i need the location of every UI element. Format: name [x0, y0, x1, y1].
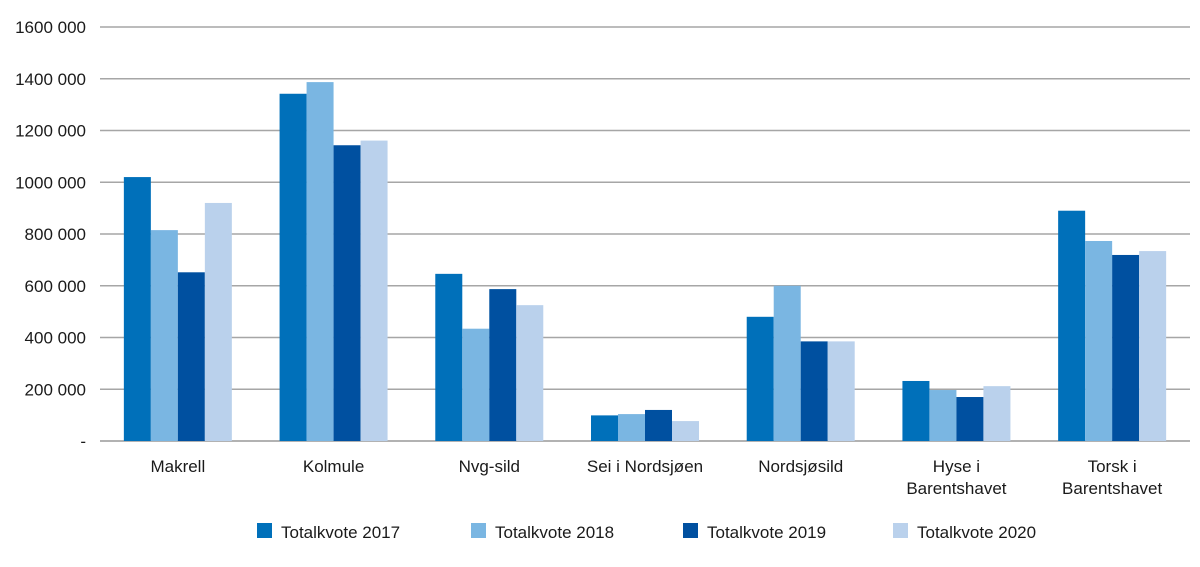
bar	[306, 82, 334, 442]
x-tick-label: Sei i Nordsjøen	[587, 457, 703, 476]
bar	[279, 93, 307, 441]
x-tick-label: Barentshavet	[1062, 479, 1162, 498]
legend-swatch	[257, 523, 272, 538]
bar	[462, 328, 490, 441]
bar	[800, 341, 828, 441]
bar	[489, 289, 517, 441]
x-tick-label: Barentshavet	[906, 479, 1006, 498]
legend-swatch	[893, 523, 908, 538]
bar	[1058, 210, 1086, 441]
y-tick-label: 400 000	[25, 329, 86, 348]
bar	[435, 273, 463, 441]
legend-label: Totalkvote 2019	[707, 523, 826, 542]
legend-label: Totalkvote 2017	[281, 523, 400, 542]
bar	[773, 285, 801, 441]
y-tick-label: 200 000	[25, 380, 86, 399]
bar	[929, 390, 957, 441]
bar	[516, 305, 544, 441]
bar	[360, 140, 388, 441]
x-axis: Makrell Kolmule Nvg-sild Sei i Nordsjøen Nor…	[150, 457, 1162, 498]
y-axis: - 200 000 400 000 600 000 800 000 1000 000 120…	[15, 18, 86, 451]
y-tick-label: 600 000	[25, 277, 86, 296]
bar	[645, 409, 672, 441]
bar	[956, 397, 984, 441]
legend: Totalkvote 2017 Totalkvote 2018 Totalkvote…	[257, 523, 1036, 542]
legend-swatch	[471, 523, 486, 538]
bar	[1112, 254, 1140, 441]
y-tick-label: 1600 000	[15, 18, 86, 37]
y-tick-label: -	[80, 432, 86, 451]
legend-label: Totalkvote 2018	[495, 523, 614, 542]
bar	[902, 380, 930, 441]
gridlines	[100, 26, 1190, 442]
legend-swatch	[683, 523, 698, 538]
bar	[1085, 240, 1113, 441]
y-tick-label: 800 000	[25, 225, 86, 244]
bar	[618, 414, 645, 441]
bar	[983, 386, 1011, 441]
x-tick-label: Torsk i	[1088, 457, 1137, 476]
y-tick-label: 1000 000	[15, 173, 86, 192]
bar	[123, 177, 151, 441]
x-tick-label: Makrell	[150, 457, 205, 476]
x-tick-label: Nordsjøsild	[758, 457, 843, 476]
bar	[333, 145, 361, 441]
bars	[123, 82, 1167, 442]
x-tick-label: Kolmule	[303, 457, 364, 476]
bar	[177, 272, 205, 441]
bar	[672, 421, 699, 441]
x-tick-label: Nvg-sild	[459, 457, 520, 476]
bar	[1139, 251, 1167, 441]
bar	[591, 415, 618, 441]
y-tick-label: 1400 000	[15, 70, 86, 89]
x-tick-label: Hyse i	[933, 457, 980, 476]
y-tick-label: 1200 000	[15, 122, 86, 141]
bar	[150, 230, 178, 441]
bar	[204, 202, 232, 441]
legend-label: Totalkvote 2020	[917, 523, 1036, 542]
bar	[827, 341, 855, 441]
bar	[746, 316, 774, 441]
